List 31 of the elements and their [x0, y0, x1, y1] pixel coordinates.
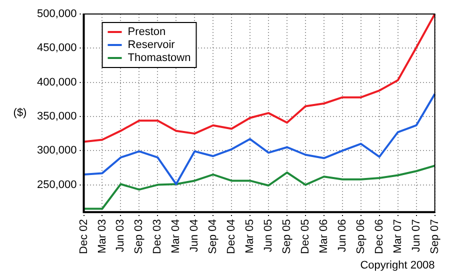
x-tick-label: Dec 05 — [300, 219, 312, 254]
x-tick-label: Sep 04 — [207, 219, 220, 254]
x-tick-label: Jun 06 — [336, 219, 348, 252]
legend-label: Preston — [128, 26, 166, 38]
x-tick-label: Dec 06 — [373, 219, 386, 254]
x-tick-label: Mar 07 — [392, 219, 404, 254]
y-tick-label: 250,000 — [36, 178, 77, 191]
text: Copyright 2008 — [360, 260, 435, 272]
x-tick-label: Mar 03 — [96, 219, 108, 254]
legend-label: Thomastown — [128, 52, 191, 64]
x-tick-label: Jun 04 — [188, 219, 201, 252]
x-tick-label: Sep 06 — [354, 219, 367, 254]
y-tick-label: 450,000 — [36, 42, 77, 54]
x-tick-label: Jun 05 — [262, 219, 275, 252]
x-tick-label: Jun 03 — [114, 219, 127, 252]
y-tick-label: 300,000 — [36, 144, 77, 157]
y-axis-title: ($) — [13, 107, 27, 120]
x-tick-label: Dec 02 — [78, 219, 90, 254]
x-tick-label: Jun 07 — [410, 219, 422, 252]
x-tick-label: Dec 03 — [152, 219, 164, 254]
x-tick-label: Mar 04 — [170, 219, 182, 254]
x-tick-label: Sep 07 — [428, 219, 441, 254]
y-tick-label: 350,000 — [36, 110, 77, 123]
x-tick-label: Dec 04 — [226, 219, 238, 254]
x-tick-label: Sep 03 — [133, 219, 146, 254]
legend-label: Reservoir — [128, 39, 176, 52]
x-tick-label: Mar 05 — [244, 219, 256, 254]
x-tick-label: Mar 06 — [318, 219, 330, 254]
y-tick-label: 500,000 — [36, 8, 77, 20]
y-tick-label: 400,000 — [36, 76, 77, 88]
x-tick-label: Sep 05 — [281, 219, 294, 254]
